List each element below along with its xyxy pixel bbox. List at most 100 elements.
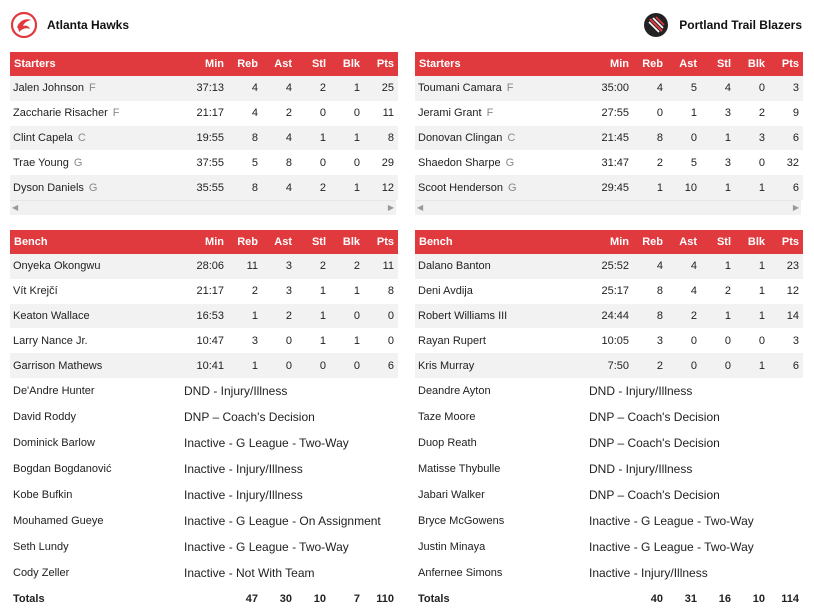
player-row[interactable]: Toumani Camara F 35:00 4 5 4 0 3 [415, 76, 803, 101]
scroll-left-icon[interactable]: ◀ [12, 202, 19, 212]
player-row[interactable]: Clint Capela C 19:55 8 4 1 1 8 [10, 125, 398, 151]
inactive-player-name[interactable]: Dominick Barlow [13, 437, 95, 449]
col-header-bench[interactable]: Bench [10, 230, 188, 254]
inactive-player-name[interactable]: Mouhamed Gueye [13, 515, 104, 527]
col-header-min[interactable]: Min [188, 52, 228, 76]
player-row[interactable]: Rayan Rupert 10:05 3 0 0 0 3 [415, 328, 803, 353]
player-row[interactable]: Keaton Wallace 16:53 1 2 1 0 0 [10, 303, 398, 329]
inactive-player-name[interactable]: Cody Zeller [13, 567, 70, 579]
inactive-player-name[interactable]: Kobe Bufkin [13, 489, 73, 501]
scroll-right-icon[interactable]: ▶ [387, 202, 394, 212]
col-header-stl[interactable]: Stl [701, 52, 735, 76]
inactive-player-name[interactable]: Jabari Walker [418, 489, 485, 501]
col-header-reb[interactable]: Reb [633, 230, 667, 254]
player-name-cell[interactable]: Deni Avdija [415, 279, 593, 304]
inactive-player-name[interactable]: Deandre Ayton [418, 385, 491, 397]
player-row[interactable]: Trae Young G 37:55 5 8 0 0 29 [10, 150, 398, 175]
col-header-ast[interactable]: Ast [667, 230, 701, 254]
col-header-blk[interactable]: Blk [735, 230, 769, 254]
player-name[interactable]: Rayan Rupert [418, 334, 486, 347]
player-row[interactable]: Scoot Henderson G 29:45 1 10 1 1 6 [415, 175, 803, 200]
player-row[interactable]: Deni Avdija 25:17 8 4 2 1 12 [415, 279, 803, 304]
player-name-cell[interactable]: Keaton Wallace [10, 303, 188, 329]
player-row[interactable]: Jerami Grant F 27:55 0 1 3 2 9 [415, 101, 803, 126]
col-header-stl[interactable]: Stl [296, 230, 330, 254]
col-header-starters[interactable]: Starters [10, 52, 188, 76]
col-header-ast[interactable]: Ast [262, 230, 296, 254]
inactive-player-name[interactable]: Seth Lundy [13, 541, 69, 553]
player-name-cell[interactable]: Zaccharie Risacher F [10, 101, 188, 126]
player-name[interactable]: Dyson Daniels [13, 181, 84, 194]
col-header-reb[interactable]: Reb [228, 230, 262, 254]
player-name[interactable]: Garrison Mathews [13, 359, 103, 372]
player-name[interactable]: Keaton Wallace [13, 309, 90, 322]
player-name-cell[interactable]: Garrison Mathews [10, 353, 188, 378]
inactive-player-name[interactable]: Bogdan Bogdanović [13, 463, 112, 475]
player-row[interactable]: Dalano Banton 25:52 4 4 1 1 23 [415, 254, 803, 279]
player-row[interactable]: Larry Nance Jr. 10:47 3 0 1 1 0 [10, 328, 398, 353]
player-name-cell[interactable]: Clint Capela C [10, 125, 188, 151]
col-header-ast[interactable]: Ast [262, 52, 296, 76]
player-name[interactable]: Jalen Johnson [13, 82, 84, 95]
player-row[interactable]: Donovan Clingan C 21:45 8 0 1 3 6 [415, 125, 803, 151]
player-name[interactable]: Deni Avdija [418, 285, 473, 298]
player-name[interactable]: Zaccharie Risacher [13, 107, 108, 120]
player-row[interactable]: Jalen Johnson F 37:13 4 4 2 1 25 [10, 76, 398, 101]
player-row[interactable]: Shaedon Sharpe G 31:47 2 5 3 0 32 [415, 150, 803, 175]
col-header-ast[interactable]: Ast [667, 52, 701, 76]
col-header-pts[interactable]: Pts [769, 230, 803, 254]
col-header-blk[interactable]: Blk [330, 52, 364, 76]
col-header-blk[interactable]: Blk [330, 230, 364, 254]
inactive-player-name[interactable]: De'Andre Hunter [13, 385, 95, 397]
player-name-cell[interactable]: Donovan Clingan C [415, 125, 593, 151]
player-row[interactable]: Onyeka Okongwu 28:06 11 3 2 2 11 [10, 254, 398, 279]
col-header-pts[interactable]: Pts [364, 52, 398, 76]
player-name-cell[interactable]: Vít Krejčí [10, 279, 188, 304]
player-name[interactable]: Toumani Camara [418, 82, 502, 95]
player-name[interactable]: Shaedon Sharpe [418, 156, 501, 169]
col-header-blk[interactable]: Blk [735, 52, 769, 76]
inactive-player-name[interactable]: Bryce McGowens [418, 515, 505, 527]
player-name[interactable]: Onyeka Okongwu [13, 260, 101, 273]
player-name-cell[interactable]: Rayan Rupert [415, 328, 593, 353]
player-row[interactable]: Dyson Daniels G 35:55 8 4 2 1 12 [10, 175, 398, 200]
player-name[interactable]: Larry Nance Jr. [13, 334, 88, 347]
horizontal-scrollbar[interactable]: ◀ ▶ [10, 199, 396, 215]
player-name[interactable]: Jerami Grant [418, 107, 482, 120]
player-name-cell[interactable]: Onyeka Okongwu [10, 254, 188, 279]
player-name-cell[interactable]: Shaedon Sharpe G [415, 150, 593, 175]
inactive-player-name[interactable]: Duop Reath [418, 437, 477, 449]
player-name-cell[interactable]: Scoot Henderson G [415, 175, 593, 200]
player-name-cell[interactable]: Dalano Banton [415, 254, 593, 279]
player-name-cell[interactable]: Dyson Daniels G [10, 175, 188, 200]
player-name[interactable]: Scoot Henderson [418, 181, 503, 194]
scroll-right-icon[interactable]: ▶ [792, 202, 799, 212]
inactive-player-name[interactable]: Anfernee Simons [418, 567, 503, 579]
col-header-stl[interactable]: Stl [701, 230, 735, 254]
col-header-min[interactable]: Min [593, 230, 633, 254]
player-row[interactable]: Zaccharie Risacher F 21:17 4 2 0 0 11 [10, 101, 398, 126]
player-name-cell[interactable]: Jerami Grant F [415, 101, 593, 126]
inactive-player-name[interactable]: Matisse Thybulle [418, 463, 501, 475]
player-row[interactable]: Garrison Mathews 10:41 1 0 0 0 6 [10, 353, 398, 378]
inactive-player-name[interactable]: Taze Moore [418, 411, 476, 423]
col-header-reb[interactable]: Reb [228, 52, 262, 76]
player-name[interactable]: Vít Krejčí [13, 285, 58, 298]
player-name[interactable]: Trae Young [13, 156, 69, 169]
player-name-cell[interactable]: Robert Williams III [415, 303, 593, 329]
player-row[interactable]: Vít Krejčí 21:17 2 3 1 1 8 [10, 279, 398, 304]
player-name[interactable]: Donovan Clingan [418, 131, 503, 144]
inactive-player-name[interactable]: David Roddy [13, 411, 76, 423]
player-name[interactable]: Clint Capela [13, 131, 73, 144]
player-name[interactable]: Kris Murray [418, 359, 475, 372]
horizontal-scrollbar[interactable]: ◀ ▶ [415, 199, 801, 215]
col-header-stl[interactable]: Stl [296, 52, 330, 76]
player-name[interactable]: Dalano Banton [418, 260, 491, 273]
scroll-left-icon[interactable]: ◀ [417, 202, 424, 212]
player-row[interactable]: Robert Williams III 24:44 8 2 1 1 14 [415, 303, 803, 329]
col-header-reb[interactable]: Reb [633, 52, 667, 76]
player-name-cell[interactable]: Jalen Johnson F [10, 76, 188, 101]
col-header-min[interactable]: Min [593, 52, 633, 76]
player-name-cell[interactable]: Larry Nance Jr. [10, 328, 188, 353]
col-header-min[interactable]: Min [188, 230, 228, 254]
